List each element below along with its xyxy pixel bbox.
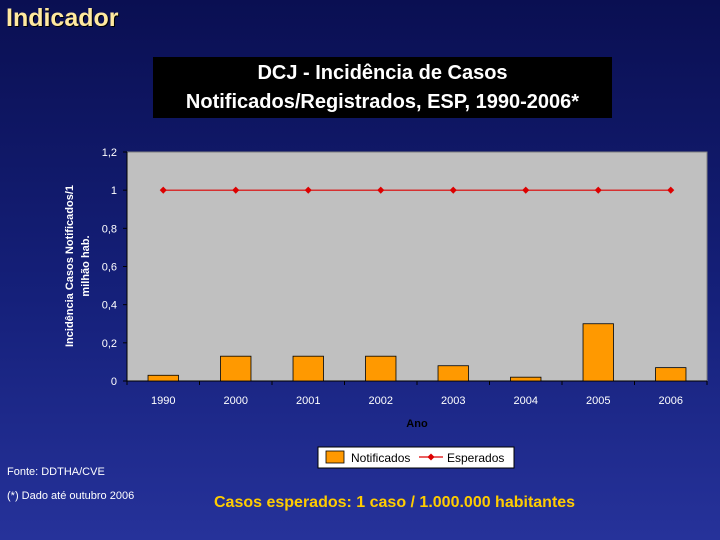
legend-label-notificados: Notificados xyxy=(351,451,410,465)
y-tick-label: 0 xyxy=(111,376,117,388)
x-tick-label: 1990 xyxy=(151,395,175,407)
x-tick-label: 2005 xyxy=(586,395,610,407)
x-tick-label: 2002 xyxy=(369,395,393,407)
bar-series-notificados xyxy=(147,323,687,382)
y-tick-label: 1 xyxy=(111,185,117,197)
y-axis-label-line-1: Incidência Casos Notificados/1 xyxy=(64,185,76,347)
x-tick-label: 2003 xyxy=(441,395,465,407)
y-tick-label: 0,8 xyxy=(102,223,117,235)
y-tick-label: 0,2 xyxy=(102,338,117,350)
x-tick-label: 2006 xyxy=(659,395,683,407)
bar-2004 xyxy=(510,376,542,382)
bar-2006 xyxy=(655,367,687,382)
x-axis: 1990 2000 2001 2002 2003 2004 2005 2006 xyxy=(126,380,708,407)
chart-title-line-2: Notificados/Registrados, ESP, 1990-2006* xyxy=(185,91,580,113)
legend: Notificados Esperados xyxy=(317,446,515,469)
legend-label-esperados: Esperados xyxy=(447,451,504,465)
expected-cases-note: Casos esperados: 1 caso / 1.000.000 habi… xyxy=(214,494,576,511)
esperados-point-1990 xyxy=(159,186,167,194)
x-axis-label: Ano xyxy=(406,418,428,430)
bar-2000 xyxy=(220,355,252,382)
esperados-point-2003 xyxy=(449,186,457,194)
y-tick-label: 1,2 xyxy=(102,147,117,159)
chart-title-line-1: DCJ - Incidência de Casos xyxy=(257,62,508,84)
legend-swatch-notificados xyxy=(325,450,345,464)
y-tick-label: 0,6 xyxy=(102,262,117,274)
x-tick-label: 2004 xyxy=(514,395,538,407)
bar-2005 xyxy=(582,323,614,382)
source-note: Fonte: DDTHA/CVE xyxy=(7,466,105,478)
bar-1990 xyxy=(147,374,179,382)
data-note: (*) Dado até outubro 2006 xyxy=(7,490,135,502)
esperados-point-2001 xyxy=(304,186,312,194)
legend-marker-esperados xyxy=(427,453,435,461)
esperados-point-2004 xyxy=(522,186,530,194)
y-tick-label: 0,4 xyxy=(102,300,117,312)
esperados-point-2002 xyxy=(377,186,385,194)
x-tick-label: 2000 xyxy=(224,395,248,407)
esperados-point-2006 xyxy=(667,186,675,194)
line-series-esperados xyxy=(159,186,675,194)
y-axis-label-line-2: milhão hab. xyxy=(80,235,92,296)
slide-title: Indicador xyxy=(6,4,119,32)
x-tick-label: 2001 xyxy=(296,395,320,407)
esperados-point-2005 xyxy=(594,186,602,194)
bar-2003 xyxy=(437,365,469,382)
plot-area xyxy=(126,151,708,382)
y-axis: 0 0,2 0,4 0,6 0,8 1 1,2 xyxy=(102,147,128,388)
chart-title: DCJ - Incidência de Casos Notificados/Re… xyxy=(153,57,612,118)
esperados-point-2000 xyxy=(232,186,240,194)
bar-2001 xyxy=(292,355,324,382)
bar-2002 xyxy=(365,355,397,382)
